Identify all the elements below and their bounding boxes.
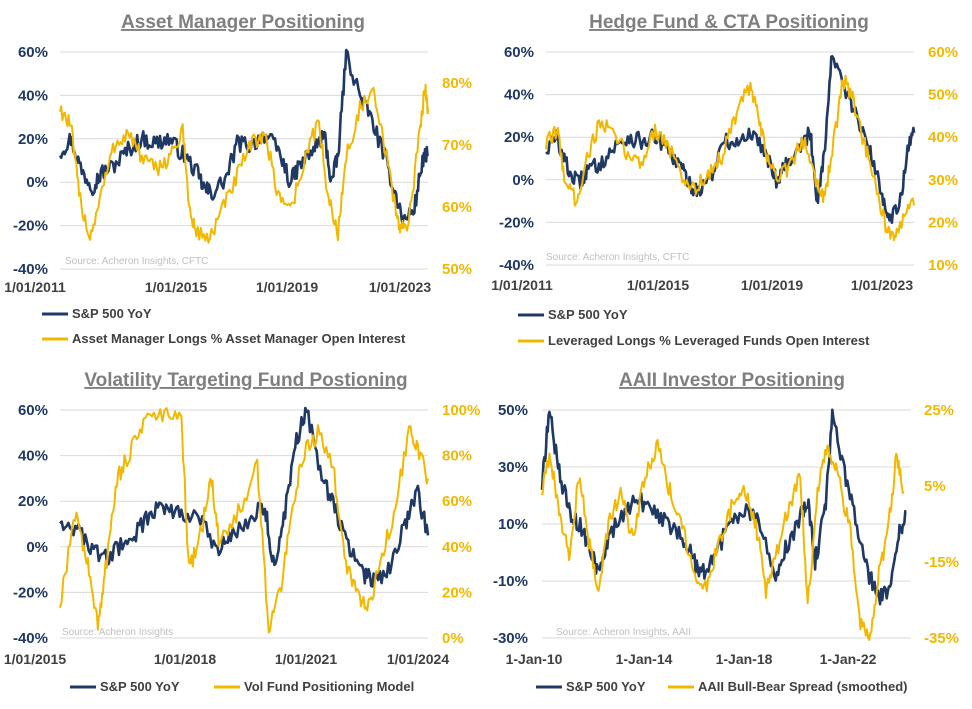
x-axis-tick: 1/01/2019: [741, 277, 803, 293]
right-axis-tick: 50%: [928, 87, 958, 104]
chart-panel-3: Volatility Targeting Fund Postioning 60% 4…: [4, 370, 481, 694]
series-line-sp500: [540, 408, 907, 606]
left-axis-tick: 60%: [18, 44, 48, 61]
chart-panel-2: Hedge Fund & CTA Positioning 60% 40% 20% 0% -…: [491, 12, 958, 348]
right-axis-tick: 60%: [928, 44, 958, 61]
right-axis-tick: 80%: [442, 75, 472, 92]
legend-label: Vol Fund Positioning Model: [244, 679, 414, 694]
legend-label: S&P 500 YoY: [548, 307, 628, 322]
right-axis-tick: 100%: [442, 402, 480, 419]
right-axis-tick: 0%: [442, 630, 464, 647]
right-axis-tick: 80%: [442, 448, 472, 465]
source-note: Source: Acheron Insights, AAII: [556, 627, 691, 638]
chart-title: Volatility Targeting Fund Postioning: [84, 370, 407, 391]
right-axis-tick: 5%: [924, 478, 946, 495]
left-axis-tick: 50%: [498, 402, 528, 419]
left-axis-tick: -20%: [499, 214, 534, 231]
left-axis-tick: 60%: [504, 44, 534, 61]
x-axis-tick: 1/01/2024: [387, 651, 449, 667]
chart-title: Hedge Fund & CTA Positioning: [589, 12, 869, 33]
x-axis-tick: 1-Jan-18: [716, 651, 773, 667]
left-axis-tick: -20%: [13, 218, 48, 235]
series-line-positioning: [59, 407, 429, 634]
series-line-positioning: [541, 438, 905, 641]
x-axis-tick: 1-Jan-10: [506, 651, 563, 667]
source-note: Source: Acheron Insights: [62, 627, 173, 638]
x-axis-tick: 1/01/2021: [275, 651, 337, 667]
x-axis-tick: 1-Jan-14: [616, 651, 673, 667]
chart-title: Asset Manager Positioning: [121, 12, 365, 33]
left-axis-tick: -20%: [13, 584, 48, 601]
right-axis-tick: 20%: [442, 584, 472, 601]
source-note: Source: Acheron Insights, CFTC: [546, 252, 689, 263]
legend-label: S&P 500 YoY: [72, 306, 152, 321]
legend-label: AAII Bull-Bear Spread (smoothed): [698, 679, 907, 694]
x-axis-tick: 1/01/2023: [369, 279, 431, 295]
legend-label: S&P 500 YoY: [566, 679, 646, 694]
series-line-sp500: [59, 406, 430, 588]
chart-title: AAII Investor Positioning: [619, 370, 845, 391]
left-axis-tick: -40%: [13, 630, 48, 647]
right-axis-tick: 60%: [442, 199, 472, 216]
x-axis-tick: 1/01/2019: [256, 279, 318, 295]
right-axis-tick: 25%: [924, 402, 954, 419]
series-line-positioning: [59, 83, 429, 244]
legend-label: S&P 500 YoY: [100, 679, 180, 694]
right-axis-tick: -15%: [924, 554, 959, 571]
x-axis-tick: 1/01/2011: [4, 279, 66, 295]
left-axis-tick: 40%: [504, 87, 534, 104]
series-line-positioning: [545, 74, 915, 242]
legend-label: Leveraged Longs % Leveraged Funds Open I…: [548, 333, 870, 348]
left-axis-tick: -40%: [13, 261, 48, 278]
left-axis-tick: 0%: [26, 174, 48, 191]
left-axis-tick: -40%: [499, 257, 534, 274]
x-axis-tick: 1-Jan-22: [820, 651, 877, 667]
right-axis-tick: 20%: [928, 214, 958, 231]
right-axis-tick: 10%: [928, 257, 958, 274]
left-axis-tick: 30%: [498, 459, 528, 476]
series-line-sp500: [545, 55, 916, 224]
left-axis-tick: -10%: [493, 573, 528, 590]
right-axis-tick: 60%: [442, 493, 472, 510]
right-axis-tick: 30%: [928, 172, 958, 189]
x-axis-tick: 1/01/2015: [627, 277, 689, 293]
right-axis-tick: 40%: [442, 539, 472, 556]
left-axis-tick: 40%: [18, 87, 48, 104]
left-axis-tick: 0%: [512, 172, 534, 189]
chart-panel-1: Asset Manager Positioning 60% 40% 20% 0% -20%…: [4, 12, 472, 346]
left-axis-tick: 60%: [18, 402, 48, 419]
chart-panel-4: AAII Investor Positioning 50% 30% 10% -10% -3…: [493, 370, 959, 694]
legend-label: Asset Manager Longs % Asset Manager Open…: [72, 331, 406, 346]
left-axis-tick: 0%: [26, 539, 48, 556]
x-axis-tick: 1/01/2018: [154, 651, 216, 667]
x-axis-tick: 1/01/2015: [4, 651, 66, 667]
right-axis-tick: 40%: [928, 129, 958, 146]
x-axis-tick: 1/01/2011: [491, 277, 553, 293]
series-line-sp500: [58, 48, 430, 226]
right-axis-tick: 50%: [442, 261, 472, 278]
right-axis-tick: -35%: [924, 630, 959, 647]
x-axis-tick: 1/01/2023: [851, 277, 913, 293]
left-axis-tick: 10%: [498, 516, 528, 533]
left-axis-tick: 20%: [18, 493, 48, 510]
left-axis-tick: 20%: [504, 129, 534, 146]
left-axis-tick: -30%: [493, 630, 528, 647]
left-axis-tick: 40%: [18, 448, 48, 465]
right-axis-tick: 70%: [442, 137, 472, 154]
source-note: Source: Acheron Insights, CFTC: [65, 256, 208, 267]
left-axis-tick: 20%: [18, 131, 48, 148]
x-axis-tick: 1/01/2015: [145, 279, 207, 295]
